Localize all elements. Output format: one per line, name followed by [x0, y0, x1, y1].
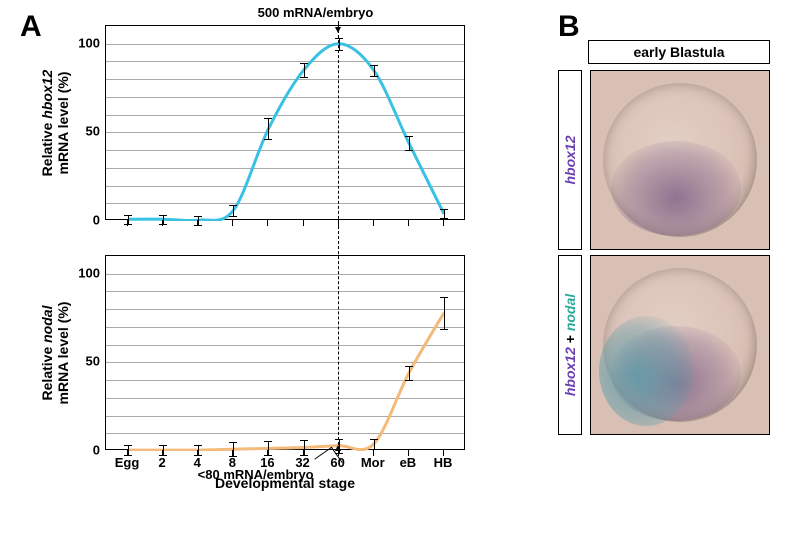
panel-b-image-hbox12-nodal — [590, 255, 770, 435]
panel-label-b: B — [558, 10, 580, 44]
annotation-hbox12: 500 mRNA/embryo — [258, 5, 374, 20]
panel-b-image-hbox12 — [590, 70, 770, 250]
panel-b-header: early Blastula — [588, 40, 770, 64]
vertical-dashed-line — [338, 25, 339, 450]
annotation-nodal: <80 mRNA/embryo — [198, 467, 314, 482]
panel-a-charts: Relative hbox12 mRNA level (%) 050100 Re… — [45, 25, 500, 525]
panel-b-label-bottom: hbox12 + nodal — [558, 255, 582, 435]
panel-b-label-top: hbox12 — [558, 70, 582, 250]
chart-nodal: Relative nodal mRNA level (%) 050100Egg2… — [105, 255, 465, 450]
ylabel-nodal: Relative nodal mRNA level (%) — [39, 253, 71, 453]
plot-area-hbox12 — [105, 25, 465, 220]
plot-area-nodal — [105, 255, 465, 450]
chart-hbox12: Relative hbox12 mRNA level (%) 050100 — [105, 25, 465, 220]
figure-root: A B Relative hbox12 mRNA level (%) 05010… — [0, 0, 789, 544]
panel-b: early Blastula hbox12 hbox12 + nodal — [560, 40, 770, 510]
ylabel-hbox12: Relative hbox12 mRNA level (%) — [39, 23, 71, 223]
